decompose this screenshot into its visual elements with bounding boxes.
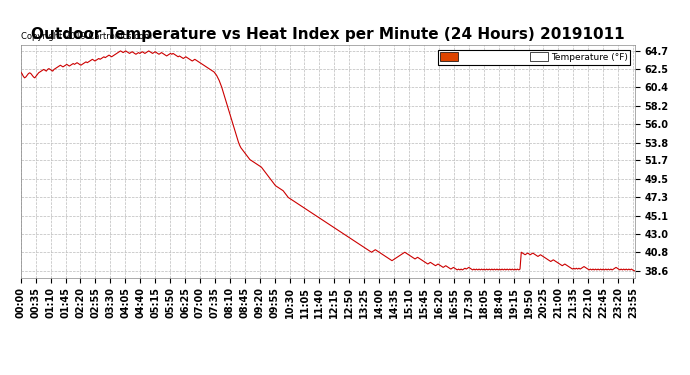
- Title: Outdoor Temperature vs Heat Index per Minute (24 Hours) 20191011: Outdoor Temperature vs Heat Index per Mi…: [31, 27, 624, 42]
- Text: Copyright 2019 Cartronics.com: Copyright 2019 Cartronics.com: [21, 32, 152, 41]
- Legend: Heat Index (°F), Temperature (°F): Heat Index (°F), Temperature (°F): [437, 50, 630, 64]
